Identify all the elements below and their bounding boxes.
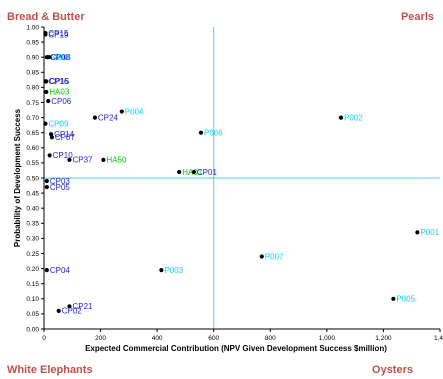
data-point-label: CP01	[197, 168, 218, 177]
data-point-label: CP07	[55, 133, 76, 142]
data-point	[56, 308, 61, 313]
data-point	[67, 157, 72, 162]
data-point	[44, 178, 49, 184]
data-point-label: P008	[52, 53, 71, 62]
y-tick-label: 0.65	[26, 130, 39, 137]
data-point-label: P002	[344, 113, 363, 122]
x-tick-label: 400	[152, 335, 163, 342]
y-tick-label: 1.00	[26, 24, 39, 31]
y-tick-label: 0.25	[26, 251, 39, 258]
data-point	[47, 153, 52, 158]
data-point-label: CP04	[50, 266, 71, 275]
data-point-label: P001	[420, 228, 439, 237]
y-axis-label: Probability of Development Success	[13, 108, 22, 247]
data-point	[46, 98, 51, 104]
data-point	[177, 169, 182, 175]
data-point-label: CP03	[50, 177, 71, 186]
y-tick-label: 0.15	[26, 281, 39, 288]
data-point	[338, 115, 344, 120]
data-point	[43, 121, 48, 126]
quadrant-label-top-left: Bread & Butter	[7, 11, 85, 23]
x-tick-label: 200	[95, 335, 106, 342]
data-point	[101, 157, 106, 162]
y-tick-label: 0.85	[26, 70, 39, 77]
data-point-label: P006	[204, 129, 223, 138]
data-points: CP15CP19CP08CP13P008CP16CP15HA03CP06P004…	[43, 29, 440, 316]
data-point-label: HA50	[106, 156, 127, 165]
y-tick-label: 0.05	[26, 311, 39, 318]
data-point-label: CP10	[53, 151, 74, 160]
data-point	[191, 169, 197, 175]
data-point	[44, 268, 49, 273]
data-point-label: P007	[265, 252, 284, 261]
data-point-label: CP14	[54, 130, 75, 139]
x-tick-label: 1,40	[434, 335, 443, 342]
data-point-label: P003	[164, 266, 183, 275]
x-axis-label: Expected Commercial Contribution (NPV Gi…	[85, 344, 387, 353]
y-tick-label: 0.50	[26, 175, 39, 182]
x-tick-label: 1,000	[319, 335, 336, 342]
y-tick-label: 0.20	[26, 266, 39, 273]
y-tick-label: 0.35	[26, 221, 39, 228]
data-point	[119, 109, 124, 114]
y-tick-label: 0.70	[26, 115, 39, 122]
data-point-label: CP02	[62, 307, 83, 316]
quadrant-label-bottom-right: Oysters	[372, 364, 413, 376]
data-point	[44, 79, 49, 84]
data-point	[198, 130, 204, 135]
data-point-label: CP05	[50, 183, 71, 192]
data-point	[259, 254, 264, 259]
data-point-label: CP37	[72, 156, 93, 165]
y-tick-label: 0.45	[26, 190, 39, 197]
data-point	[44, 89, 49, 95]
data-point	[415, 230, 420, 235]
data-point-label: CP15	[48, 29, 69, 38]
data-point-label: CP09	[48, 119, 69, 128]
data-point	[43, 32, 48, 37]
y-tick-label: 0.30	[26, 236, 39, 243]
data-point-label: CP16	[48, 77, 69, 86]
quadrant-label-bottom-left: White Elephants	[7, 364, 93, 376]
data-point-label: CP08	[50, 53, 71, 62]
y-tick-label: 0.00	[26, 326, 39, 333]
data-point-label: P005	[396, 295, 415, 304]
data-point	[67, 304, 72, 309]
x-tick-label: 600	[208, 335, 219, 342]
y-tick-label: 0.55	[26, 160, 39, 167]
y-tick-label: 0.90	[26, 55, 39, 62]
data-point-label: CP19	[48, 30, 69, 39]
y-tick-label: 0.10	[26, 296, 39, 303]
y-tick-label: 0.40	[26, 206, 39, 213]
y-tick-label: 0.95	[26, 39, 39, 46]
data-point-label: P004	[125, 107, 144, 116]
x-tick-label: 800	[265, 335, 276, 342]
data-point-label: CP15	[49, 77, 70, 86]
axes: 0.00 0.05 0.10 0.15 0.20 0.25 0.30 0.35 0.40 0.45…	[26, 24, 443, 342]
y-tick-label: 0.75	[26, 100, 39, 107]
y-tick-label: 0.80	[26, 85, 39, 92]
data-point	[46, 55, 52, 60]
data-point	[92, 115, 98, 120]
x-tick-label: 1,200	[375, 335, 392, 342]
x-tick-label: 0	[42, 335, 46, 342]
data-point-label: CP13	[51, 53, 72, 62]
data-point-label: CP21	[72, 302, 93, 311]
quadrant-label-top-right: Pearls	[400, 11, 434, 23]
data-point-label: CP24	[98, 113, 119, 122]
reference-lines	[44, 27, 440, 329]
data-point	[49, 135, 55, 140]
data-point-label: CP06	[51, 97, 72, 106]
data-point	[44, 184, 49, 190]
data-point-label: HA03	[49, 88, 70, 97]
y-tick-label: 0.60	[26, 145, 39, 152]
data-point	[391, 296, 396, 301]
data-point	[159, 268, 164, 273]
